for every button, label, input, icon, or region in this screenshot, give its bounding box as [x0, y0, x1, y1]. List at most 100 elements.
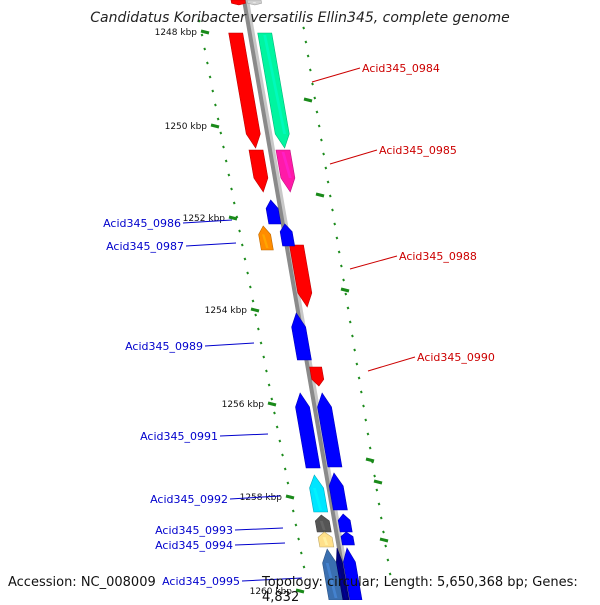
major-tick [267, 401, 277, 407]
gene-acid345_0985-outer [275, 149, 296, 193]
tick-dot [339, 264, 343, 268]
tick-dot [227, 173, 231, 177]
tick-dot [278, 439, 282, 443]
tick-dot [256, 327, 260, 331]
gene-companion [328, 472, 348, 511]
gene-label-acid345_0985[interactable]: Acid345_0985 [379, 144, 457, 157]
tick-dot [302, 26, 306, 30]
label-leader [185, 242, 237, 247]
gene-features [228, 0, 363, 601]
tick-label: 1250 kbp [165, 122, 208, 132]
tick-dot [197, 19, 201, 23]
gene-acid345_0992 [309, 474, 329, 513]
gene-label-acid345_0987[interactable]: Acid345_0987 [106, 240, 184, 253]
tick-dot [254, 313, 258, 317]
gene-arrow-highlight [322, 537, 329, 545]
gene-fragment-top [246, 0, 262, 6]
gene-arrow-highlight [254, 152, 265, 178]
tick-dot [351, 334, 354, 338]
gene-acid345_0995 [322, 548, 344, 601]
gene-arrow-body [265, 199, 282, 225]
gene-label-acid345_0988[interactable]: Acid345_0988 [399, 250, 477, 263]
gene-arrow-highlight [261, 234, 269, 248]
tick-dot [251, 299, 255, 303]
gene-arrow-highlight [263, 35, 287, 134]
gene-arrow-highlight [298, 407, 315, 466]
gene-label-acid345_0984[interactable]: Acid345_0984 [362, 62, 440, 75]
gene-arrow-body [291, 312, 312, 361]
gene-acid345_0991 [295, 392, 321, 469]
gene-label-acid345_0993[interactable]: Acid345_0993 [155, 524, 233, 537]
gene-arrow-highlight [283, 231, 290, 244]
tick-dot [262, 355, 266, 359]
tick-dot [291, 509, 295, 513]
label-leader [229, 495, 281, 500]
tick-label: 1260 kbp [250, 587, 293, 597]
gene-arrow-highlight [269, 208, 277, 222]
tick-dot [359, 390, 363, 394]
gene-acid345_0990 [309, 366, 325, 387]
gene-companion [317, 392, 343, 468]
gene-acid345_0988 [289, 244, 313, 308]
gene-arrow-highlight [312, 487, 323, 510]
tick-dot [379, 516, 383, 520]
gene-arrow-body [275, 149, 296, 193]
label-leader [234, 542, 286, 546]
label-leader [349, 255, 398, 270]
tick-dot [333, 222, 337, 226]
tick-dot [335, 236, 339, 240]
tick-dash [315, 192, 325, 198]
tick-dot [355, 362, 359, 366]
tick-dot [384, 544, 388, 548]
gene-label-acid345_0991[interactable]: Acid345_0991 [140, 430, 218, 443]
gene-labels: Acid345_0984 Acid345_0985 Acid345_0986 Acid… [103, 62, 495, 588]
tick-label: 1254 kbp [205, 306, 248, 316]
gene-arrow-highlight [314, 369, 321, 380]
gene-label-acid345_0995[interactable]: Acid345_0995 [162, 575, 240, 588]
tick-dot [302, 565, 306, 569]
gene-arrow-highlight [319, 520, 326, 530]
major-tick [210, 123, 220, 129]
gene-arrow-body [309, 366, 325, 387]
gene-arrow-highlight [234, 35, 258, 134]
tick-dash [365, 457, 375, 463]
label-leader [182, 219, 233, 224]
tick-dot [373, 474, 376, 478]
gene-label-acid345_0990[interactable]: Acid345_0990 [417, 351, 495, 364]
gene-label-acid345_0994[interactable]: Acid345_0994 [155, 539, 233, 552]
tick-dot [243, 257, 247, 261]
label-leader [234, 527, 284, 531]
tick-dot [386, 558, 390, 562]
gene-acid345_0984-outer [257, 32, 290, 149]
backbone-line [242, 0, 350, 601]
tick-dot [304, 40, 308, 44]
gene-companion [340, 531, 355, 546]
tick-marks: 1248 kbp 1250 kbp 1252 kbp 1254 kbp 1256 kbp… [155, 19, 392, 597]
tick-dash [373, 479, 383, 485]
tick-dot [238, 229, 241, 233]
gene-label-acid345_0986[interactable]: Acid345_0986 [103, 217, 181, 230]
tick-dot [315, 110, 319, 114]
major-tick [285, 494, 295, 500]
gene-label-acid345_0989[interactable]: Acid345_0989 [125, 340, 203, 353]
tick-label: 1252 kbp [183, 214, 226, 224]
gene-arrow-highlight [294, 327, 306, 358]
major-tick [200, 29, 210, 35]
tick-dot [232, 201, 236, 205]
gene-acid345_0993 [314, 514, 332, 533]
gene-arrow-highlight [336, 562, 347, 598]
gene-acid345_0986 [265, 199, 282, 225]
gene-arrow-highlight [295, 247, 309, 293]
tick-dot [219, 131, 223, 135]
gene-arrow-body [328, 472, 348, 511]
tick-dot [353, 348, 357, 352]
tick-label: 1248 kbp [155, 28, 198, 38]
tick-dot [265, 369, 268, 373]
gene-acid345_0989 [291, 312, 312, 361]
tick-dot [248, 285, 252, 289]
tick-dot [294, 523, 298, 527]
gene-label-acid345_0992[interactable]: Acid345_0992 [150, 493, 228, 506]
genome-summary: Topology: circular; Length: 5,650,368 bp… [262, 575, 578, 605]
gene-companion [343, 547, 363, 601]
tick-dot [362, 404, 365, 408]
